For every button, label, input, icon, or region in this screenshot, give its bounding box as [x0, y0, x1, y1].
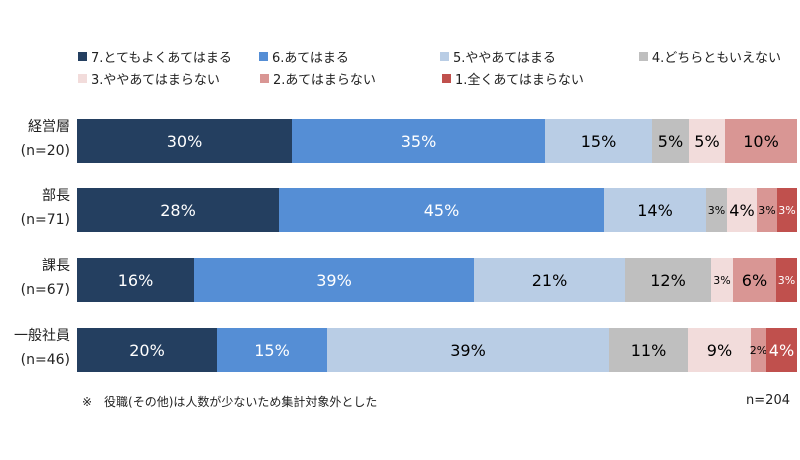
legend-label: 7.とてもよくあてはまる [91, 50, 232, 66]
bar-segment: 2% [750, 328, 767, 372]
bar-segment: 3% [706, 188, 727, 232]
bar-row: 一般社員 (n=46) 20% 15% 39% 11% 9% 2% 4% [0, 328, 800, 372]
legend-swatch-icon [260, 73, 269, 83]
legend-label: 2.あてはまらない [273, 72, 376, 88]
category-label: 課長 (n=67) [0, 254, 70, 302]
category-name: 課長 [42, 258, 70, 274]
legend-item-5: 5.ややあてはまる [440, 47, 639, 66]
footnote: ※ 役職(その他)は人数が少ないため集計対象外とした [82, 395, 378, 409]
legend-label: 4.どちらともいえない [651, 50, 782, 66]
legend-item-4: 4.どちらともいえない [638, 47, 798, 66]
legend-swatch-icon [259, 51, 268, 61]
bar-segment: 11% [609, 328, 688, 372]
legend-swatch-icon [638, 51, 648, 61]
bar-segment: 35% [292, 119, 545, 163]
category-name: 経営層 [28, 119, 70, 135]
category-name: 一般社員 [14, 328, 70, 344]
bar-segment: 15% [545, 119, 652, 163]
category-label: 一般社員 (n=46) [0, 324, 70, 372]
chart-legend: 7.とてもよくあてはまる 6.あてはまる 5.ややあてはまる 4.どちらともいえ… [78, 45, 798, 89]
bar-segment: 6% [733, 258, 776, 302]
legend-item-1: 1.全くあてはまらない [442, 69, 642, 88]
bar-segment: 4% [727, 188, 757, 232]
legend-item-6: 6.あてはまる [259, 47, 440, 66]
bar-segment: 3% [777, 188, 797, 232]
stacked-bar: 28% 45% 14% 3% 4% 3% 3% [77, 188, 797, 232]
bar-segment: 20% [77, 328, 217, 372]
category-sample-size: (n=46) [20, 352, 70, 368]
category-sample-size: (n=20) [20, 143, 70, 159]
legend-swatch-icon [442, 73, 451, 83]
legend-row-1: 7.とてもよくあてはまる 6.あてはまる 5.ややあてはまる 4.どちらともいえ… [78, 45, 798, 67]
bar-segment: 5% [652, 119, 689, 163]
legend-swatch-icon [440, 51, 449, 61]
bar-segment: 21% [474, 258, 625, 302]
legend-label: 3.ややあてはまらない [91, 72, 220, 88]
legend-label: 5.ややあてはまる [453, 50, 556, 66]
stacked-bar: 30% 35% 15% 5% 5% 10% [77, 119, 797, 163]
bar-segment: 3% [757, 188, 777, 232]
stacked-bar: 16% 39% 21% 12% 3% 6% 3% [77, 258, 797, 302]
category-label: 経営層 (n=20) [0, 115, 70, 163]
legend-swatch-icon [78, 51, 87, 61]
legend-label: 1.全くあてはまらない [455, 72, 584, 88]
bar-row: 部長 (n=71) 28% 45% 14% 3% 4% 3% 3% [0, 188, 800, 232]
bar-segment: 30% [77, 119, 292, 163]
bar-segment: 45% [279, 188, 604, 232]
bar-row: 課長 (n=67) 16% 39% 21% 12% 3% 6% 3% [0, 258, 800, 302]
total-sample-size: n=204 [746, 393, 790, 408]
legend-label: 6.あてはまる [272, 50, 349, 66]
category-label: 部長 (n=71) [0, 184, 70, 232]
bar-segment: 12% [625, 258, 711, 302]
legend-row-2: 3.ややあてはまらない 2.あてはまらない 1.全くあてはまらない [78, 67, 798, 89]
bar-segment: 5% [689, 119, 725, 163]
bar-segment: 9% [688, 328, 751, 372]
bar-segment: 15% [217, 328, 327, 372]
legend-item-3: 3.ややあてはまらない [78, 69, 260, 88]
category-name: 部長 [42, 188, 70, 204]
bar-row: 経営層 (n=20) 30% 35% 15% 5% 5% 10% [0, 119, 800, 163]
category-sample-size: (n=67) [20, 282, 70, 298]
bar-segment: 3% [711, 258, 733, 302]
bar-segment: 39% [327, 328, 609, 372]
legend-item-7: 7.とてもよくあてはまる [78, 47, 259, 66]
bar-segment: 16% [77, 258, 194, 302]
bar-segment: 14% [604, 188, 706, 232]
bar-segment: 39% [194, 258, 474, 302]
legend-item-2: 2.あてはまらない [260, 69, 442, 88]
stacked-bar: 20% 15% 39% 11% 9% 2% 4% [77, 328, 797, 372]
legend-swatch-icon [78, 73, 87, 83]
bar-segment: 3% [776, 258, 797, 302]
category-sample-size: (n=71) [20, 212, 70, 228]
bar-segment: 28% [77, 188, 279, 232]
bar-segment: 10% [725, 119, 797, 163]
bar-segment: 4% [766, 328, 797, 372]
